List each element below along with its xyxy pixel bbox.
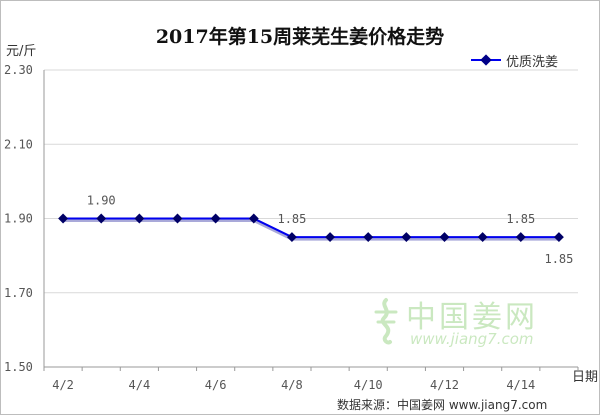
- data-point: [553, 232, 564, 243]
- data-label: 1.85: [544, 252, 573, 266]
- data-point: [477, 232, 488, 243]
- y-tick-label: 2.10: [4, 137, 33, 151]
- series-line: [63, 217, 559, 239]
- data-point: [401, 232, 412, 243]
- x-tick-label: 4/10: [354, 378, 383, 392]
- series-line-shadow: [63, 219, 559, 241]
- y-axis-label: 元/斤: [6, 44, 37, 59]
- y-tick-label: 2.30: [4, 63, 33, 77]
- data-point: [172, 213, 183, 224]
- watermark-url: www.jiang7.com: [410, 330, 534, 348]
- data-point: [286, 232, 297, 243]
- legend-series-label: 优质洗姜: [506, 54, 559, 70]
- y-tick-label: 1.90: [4, 212, 33, 226]
- data-label: 1.90: [87, 194, 116, 208]
- data-point: [515, 232, 526, 243]
- data-label: 1.85: [277, 212, 306, 226]
- data-point: [96, 213, 107, 224]
- x-tick-label: 4/12: [430, 378, 459, 392]
- legend-series-swatch: [471, 54, 501, 66]
- data-label: 1.85: [506, 212, 535, 226]
- data-point: [210, 213, 221, 224]
- data-point: [248, 213, 259, 224]
- x-tick-label: 4/8: [281, 378, 303, 392]
- x-tick-label: 4/2: [52, 378, 74, 392]
- chart-title: 2017年第15周莱芜生姜价格走势: [155, 26, 445, 48]
- x-axis-label: 日期: [572, 370, 599, 385]
- x-tick-label: 4/14: [506, 378, 535, 392]
- data-source: 数据来源：中国姜网 www.jiang7.com: [337, 398, 548, 412]
- data-point: [363, 232, 374, 243]
- data-point: [439, 232, 450, 243]
- watermark-site-name: 中国姜网: [406, 300, 538, 335]
- y-tick-label: 1.70: [4, 286, 33, 300]
- data-point: [134, 213, 145, 224]
- x-tick-label: 4/6: [205, 378, 227, 392]
- y-tick-label: 1.50: [4, 360, 33, 374]
- x-tick-label: 4/4: [129, 378, 151, 392]
- data-point: [325, 232, 336, 243]
- watermark: 中国姜网 www.jiang7.com: [370, 292, 550, 354]
- ginger-logo-icon: [374, 298, 398, 345]
- legend: 优质洗姜: [470, 51, 559, 70]
- data-point: [58, 213, 69, 224]
